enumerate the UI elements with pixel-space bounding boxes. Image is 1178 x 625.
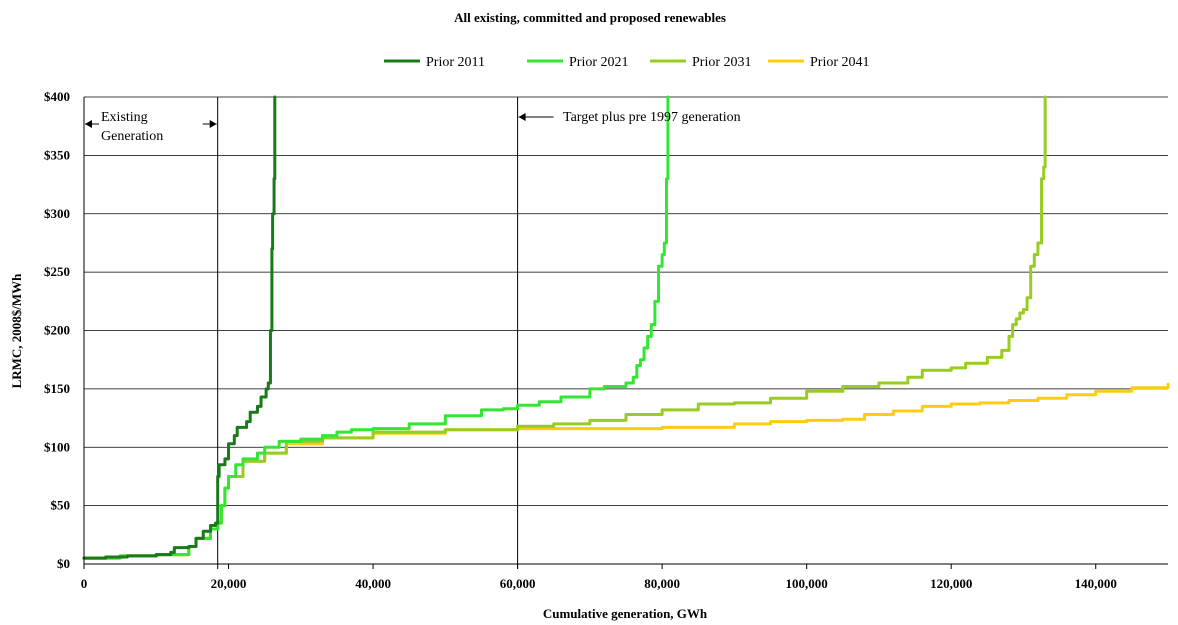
- arrow-existing-left-head: [85, 120, 92, 128]
- annotation-existing-generation: Existing Generation: [101, 110, 163, 144]
- series-line-prior-2011: [82, 95, 277, 560]
- x-tick-label: 60,000: [500, 576, 536, 591]
- x-tick-label: 0: [81, 576, 88, 591]
- reference-lines: [85, 97, 554, 569]
- annotation-existing-line1: Existing: [101, 110, 148, 125]
- annotation-target: Target plus pre 1997 generation: [563, 110, 741, 125]
- y-tick-label: $200: [44, 323, 70, 338]
- x-tick-label: 140,000: [1075, 576, 1117, 591]
- y-tick-label: $250: [44, 264, 70, 279]
- series-layer: [82, 95, 1170, 560]
- y-tick-label: $350: [44, 147, 70, 162]
- y-tick-label: $300: [44, 206, 70, 221]
- arrow-target-left-head: [518, 113, 526, 121]
- x-tick-label: 120,000: [930, 576, 972, 591]
- x-tick-label: 40,000: [355, 576, 391, 591]
- x-axis-title: Cumulative generation, GWh: [543, 606, 708, 621]
- legend-label: Prior 2011: [426, 55, 485, 70]
- series-line-prior-2041: [82, 382, 1170, 560]
- y-tick-label: $400: [44, 89, 70, 104]
- legend-label: Prior 2041: [810, 55, 870, 70]
- x-tick-label: 80,000: [644, 576, 680, 591]
- gridlines: [84, 96, 1168, 565]
- x-tick-label: 20,000: [211, 576, 247, 591]
- legend-label: Prior 2031: [692, 55, 752, 70]
- y-tick-label: $100: [44, 439, 70, 454]
- legend-label: Prior 2021: [569, 55, 629, 70]
- y-tick-label: $50: [51, 498, 71, 513]
- annotation-target-text: Target plus pre 1997 generation: [563, 110, 741, 125]
- annotation-existing-line2: Generation: [101, 129, 163, 144]
- y-axis-title: LRMC, 2008$/MWh: [9, 273, 24, 389]
- y-tick-label: $150: [44, 381, 70, 396]
- series-line-prior-2021: [82, 95, 670, 560]
- axes: $0 $50 $100 $150 $200 $250 $300 $350 $400 0 20,000…: [44, 89, 1168, 591]
- chart-title: All existing, committed and proposed ren…: [454, 10, 726, 25]
- legend: Prior 2011 Prior 2021 Prior 2031 Prior 2041: [384, 55, 870, 70]
- x-tick-label: 100,000: [786, 576, 828, 591]
- y-tick-label: $0: [57, 556, 70, 571]
- arrow-existing-right-head: [209, 120, 217, 128]
